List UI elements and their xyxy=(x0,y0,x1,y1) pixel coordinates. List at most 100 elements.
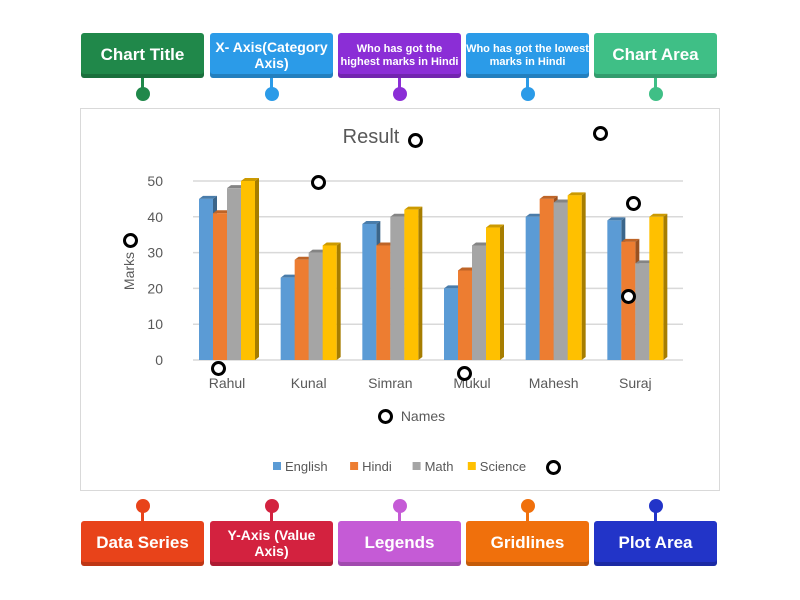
label-chart-title[interactable]: Chart Title xyxy=(81,33,204,78)
drop-target-marker[interactable] xyxy=(546,460,561,475)
label-pin xyxy=(398,78,401,92)
label-pin xyxy=(141,507,144,521)
bar-side xyxy=(581,192,586,360)
bar-hindi-rahul xyxy=(213,213,227,360)
drop-target-marker[interactable] xyxy=(621,289,636,304)
bar-top xyxy=(444,285,462,289)
bar-top xyxy=(308,249,327,253)
label-who-has-got-the-lowest-marks-in-hindi[interactable]: Who has got the lowest marks in Hindi xyxy=(466,33,589,78)
drop-target-marker[interactable] xyxy=(626,196,641,211)
bar-top xyxy=(376,242,395,246)
bar-science-suraj xyxy=(649,216,664,360)
legend-swatch-math xyxy=(412,462,421,470)
bar-top xyxy=(649,213,668,217)
label-pin-dot xyxy=(136,87,150,101)
legend-label: Math xyxy=(425,459,454,474)
label-who-has-got-the-highest-marks-in-hindi[interactable]: Who has got the highest marks in Hindi xyxy=(338,33,461,78)
bar-top xyxy=(241,178,259,181)
x-axis-title: Names xyxy=(401,408,445,424)
label-pin-dot xyxy=(521,87,535,101)
bar-top xyxy=(458,267,476,271)
bar-top xyxy=(227,185,245,189)
bar-math-suraj xyxy=(635,263,650,360)
bar-top xyxy=(390,213,409,217)
bar-top xyxy=(635,260,654,264)
y-tick-label: 20 xyxy=(147,280,163,296)
bar-top xyxy=(607,217,626,221)
legend-swatch-science xyxy=(467,462,476,470)
bar-top xyxy=(322,242,341,246)
drop-target-marker[interactable] xyxy=(457,366,472,381)
label-gridlines[interactable]: Gridlines xyxy=(466,521,589,566)
x-tick-label: Simran xyxy=(368,375,412,391)
label-pin-dot xyxy=(393,499,407,513)
bar-math-rahul xyxy=(227,188,241,360)
x-tick-label: Mahesh xyxy=(529,375,579,391)
bar-side xyxy=(255,178,259,360)
label-pin xyxy=(270,78,273,92)
bar-top xyxy=(553,199,572,203)
bar-top xyxy=(525,213,544,217)
label-legends[interactable]: Legends xyxy=(338,521,461,566)
label-pin-dot xyxy=(136,499,150,513)
label-data-series[interactable]: Data Series xyxy=(81,521,204,566)
legend-label: Hindi xyxy=(362,459,392,474)
bar-english-simran xyxy=(362,223,377,360)
bar-top xyxy=(621,238,640,242)
bar-top xyxy=(539,195,558,199)
label-pin-dot xyxy=(521,499,535,513)
x-tick-label: Suraj xyxy=(619,375,652,391)
legend-label: Science xyxy=(480,459,526,474)
y-tick-label: 50 xyxy=(147,173,163,189)
chart-area: Result Marks Names 0 10 20 30 40 50 Rahul Kunal… xyxy=(80,108,720,491)
bar-hindi-mukul xyxy=(458,270,472,360)
bar-top xyxy=(567,192,586,196)
label-pin xyxy=(398,507,401,521)
bar-top xyxy=(486,224,504,228)
legend-swatch-hindi xyxy=(350,462,359,470)
label-pin xyxy=(654,507,657,521)
bar-side xyxy=(500,224,504,360)
drop-target-marker[interactable] xyxy=(311,175,326,190)
bar-hindi-simran xyxy=(376,245,391,360)
bar-science-mukul xyxy=(486,227,500,360)
legend-label: English xyxy=(285,459,328,474)
bar-math-simran xyxy=(390,216,405,360)
label-pin-dot xyxy=(393,87,407,101)
bar-side xyxy=(663,213,668,360)
y-tick-label: 10 xyxy=(147,316,163,332)
bar-math-mahesh xyxy=(553,202,568,360)
label-x-axis-category-axis[interactable]: X- Axis(Category Axis) xyxy=(210,33,333,78)
bar-math-kunal xyxy=(308,252,323,360)
label-chart-area[interactable]: Chart Area xyxy=(594,33,717,78)
label-pin xyxy=(526,507,529,521)
bar-english-suraj xyxy=(607,220,622,360)
drop-target-marker[interactable] xyxy=(211,361,226,376)
bar-hindi-kunal xyxy=(294,259,309,360)
label-plot-area[interactable]: Plot Area xyxy=(594,521,717,566)
bar-top xyxy=(213,210,231,214)
x-tick-label: Rahul xyxy=(209,375,246,391)
bar-hindi-mahesh xyxy=(539,198,554,360)
label-pin-dot xyxy=(649,499,663,513)
bar-science-simran xyxy=(404,209,419,360)
label-pin-dot xyxy=(265,87,279,101)
label-pin xyxy=(654,78,657,92)
bar-english-rahul xyxy=(199,198,213,360)
y-tick-label: 30 xyxy=(147,245,163,261)
y-axis-title: Marks xyxy=(121,252,137,290)
bar-top xyxy=(199,195,217,199)
drop-target-marker[interactable] xyxy=(593,126,608,141)
drop-target-marker[interactable] xyxy=(408,133,423,148)
chart-title: Result xyxy=(343,126,400,148)
drop-target-marker[interactable] xyxy=(123,233,138,248)
bar-top xyxy=(280,274,299,278)
bar-science-mahesh xyxy=(567,195,582,360)
bar-math-mukul xyxy=(472,245,486,360)
label-y-axis-value-axis[interactable]: Y-Axis (Value Axis) xyxy=(210,521,333,566)
drop-target-marker[interactable] xyxy=(378,409,393,424)
bar-top xyxy=(404,206,423,210)
bar-side xyxy=(418,206,423,360)
bar-top xyxy=(362,220,381,224)
chart-svg: Result Marks Names 0 10 20 30 40 50 Rahul Kunal… xyxy=(121,126,683,474)
